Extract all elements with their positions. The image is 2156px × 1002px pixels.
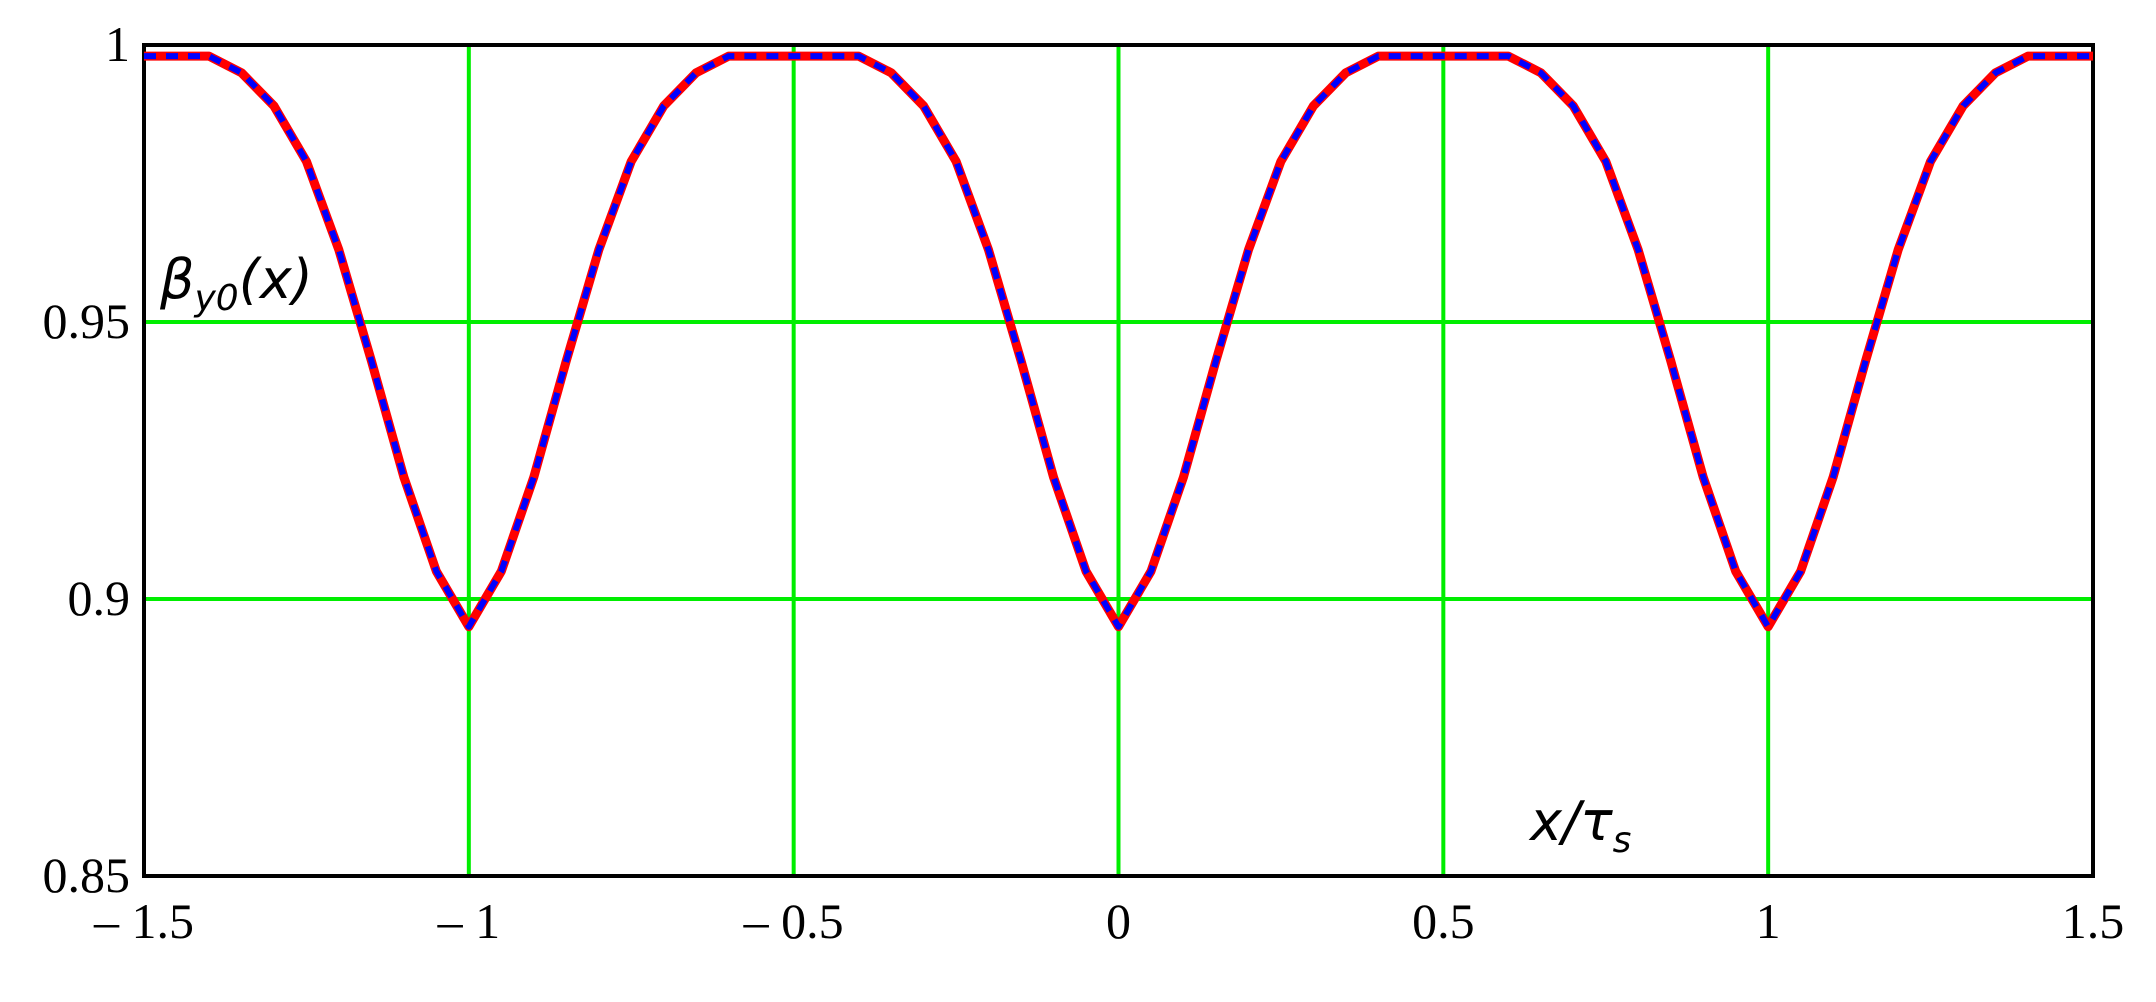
x-tick-label: 0.5 — [1412, 893, 1475, 949]
y-label-subscript: y0 — [193, 278, 238, 319]
plot-frame — [142, 43, 2095, 878]
y-label-argument: (x) — [239, 248, 313, 311]
y-tick-label: 0.95 — [43, 293, 131, 349]
x-tick-label: 0 — [1106, 893, 1131, 949]
x-tick-label: – 0.5 — [743, 893, 844, 949]
x-tick-label: 1 — [1756, 893, 1781, 949]
x-tick-label: – 1 — [437, 893, 501, 949]
y-axis-label: βy0(x) — [159, 248, 313, 319]
y-label-symbol: β — [159, 248, 194, 311]
x-label-variable: x/ — [1528, 790, 1586, 853]
x-tick-label: – 1.5 — [93, 893, 194, 949]
y-tick-label: 1 — [105, 16, 130, 72]
y-tick-label: 0.9 — [68, 570, 131, 626]
x-label-symbol: τ — [1580, 790, 1613, 853]
series-line — [144, 53, 2093, 630]
y-tick-label: 0.85 — [43, 847, 131, 903]
x-axis-label: x/τs — [1528, 790, 1631, 861]
x-label-subscript: s — [1613, 820, 1632, 861]
x-tick-label: 1.5 — [2062, 893, 2125, 949]
